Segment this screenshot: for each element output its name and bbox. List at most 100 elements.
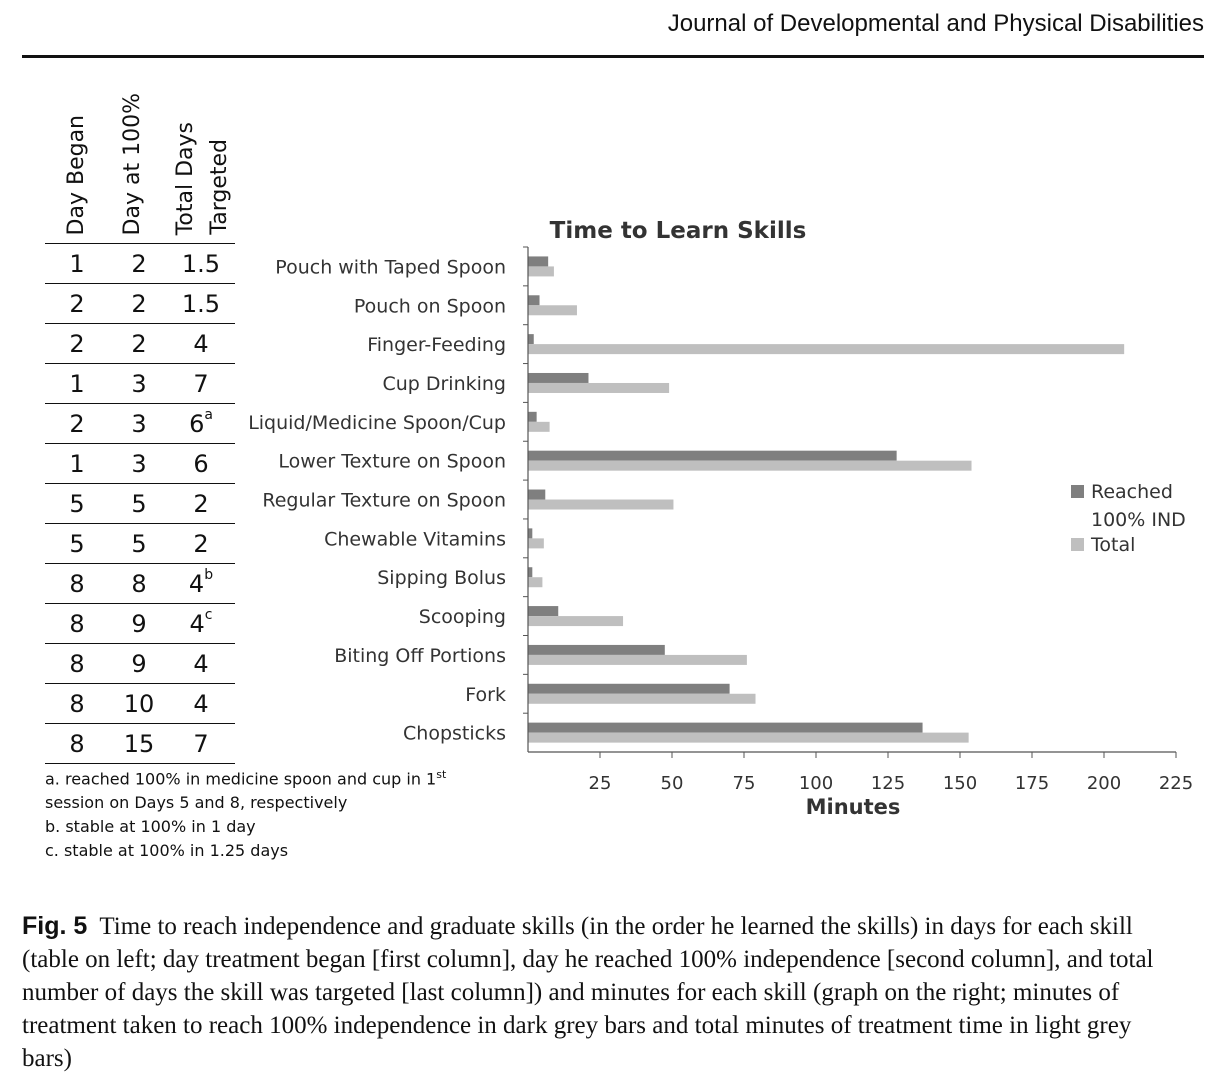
bar-total bbox=[528, 577, 543, 588]
category-label: Pouch with Taped Spoon bbox=[275, 256, 506, 278]
cell-day-at-100: 5 bbox=[131, 529, 147, 558]
bar-total bbox=[528, 382, 670, 393]
table-body: 1 2 1.5 2 2 1.5 2 2 4 1 3 7 2 3 6a 1 3 6 5 5 2 5 5 2 8 8 4b 8 9 4c 8 9 4… bbox=[45, 243, 235, 764]
legend-swatch-total bbox=[1071, 538, 1084, 551]
x-tick-label: 150 bbox=[943, 773, 977, 794]
cell-total-days: 1.5 bbox=[181, 289, 221, 318]
bar-reached-100 bbox=[528, 683, 730, 694]
running-head: Journal of Developmental and Physical Di… bbox=[667, 10, 1204, 37]
cell-total-days: 7 bbox=[193, 369, 209, 398]
bar-total bbox=[528, 499, 674, 510]
footnote-marker: a bbox=[204, 406, 213, 423]
legend-label: 100% IND bbox=[1091, 509, 1186, 531]
x-tick-label: 125 bbox=[871, 773, 905, 794]
caption-label: Fig. 5 bbox=[22, 912, 88, 940]
cell-day-began: 1 bbox=[69, 449, 85, 478]
category-label: Pouch on Spoon bbox=[354, 295, 506, 317]
table-row: 8 9 4c bbox=[45, 603, 235, 643]
chart-title: Time to Learn Skills bbox=[550, 218, 807, 244]
bar-reached-100 bbox=[528, 295, 540, 306]
cell-total-days: 4 bbox=[193, 689, 209, 718]
cell-day-began: 8 bbox=[69, 649, 85, 678]
x-tick-label: 25 bbox=[589, 773, 612, 794]
cell-day-at-100: 9 bbox=[131, 649, 147, 678]
cell-total-days: 2 bbox=[193, 489, 209, 518]
cell-total-days: 6a bbox=[189, 406, 213, 438]
cell-day-at-100: 15 bbox=[123, 729, 155, 758]
bar-reached-100 bbox=[528, 567, 533, 578]
x-tick-label: 50 bbox=[661, 773, 684, 794]
cell-day-began: 2 bbox=[69, 409, 85, 438]
cell-day-at-100: 2 bbox=[131, 329, 147, 358]
time-to-learn-chart: Time to Learn Skills Pouch with Taped Spo… bbox=[248, 218, 1193, 819]
bar-reached-100 bbox=[528, 411, 537, 422]
category-label: Liquid/Medicine Spoon/Cup bbox=[248, 412, 506, 434]
bar-total bbox=[528, 538, 544, 549]
bar-reached-100 bbox=[528, 644, 665, 655]
cell-total-days: 4 bbox=[193, 649, 209, 678]
footnote-c: c. stable at 100% in 1.25 days bbox=[45, 841, 289, 861]
cell-day-began: 2 bbox=[69, 329, 85, 358]
table-row: 8 15 7 bbox=[45, 723, 235, 764]
footnote-b: b. stable at 100% in 1 day bbox=[45, 817, 256, 837]
cell-day-began: 8 bbox=[69, 569, 85, 598]
table-row: 2 3 6a bbox=[45, 403, 235, 443]
table-row: 1 3 6 bbox=[45, 443, 235, 483]
category-label: Scooping bbox=[419, 606, 506, 628]
cell-day-at-100: 10 bbox=[123, 689, 155, 718]
cell-day-began: 5 bbox=[69, 489, 85, 518]
days-table: Day Began Day at 100% Total Days Targete… bbox=[45, 85, 235, 764]
bar-reached-100 bbox=[528, 722, 923, 733]
bar-reached-100 bbox=[528, 450, 897, 461]
legend-label: Total bbox=[1090, 534, 1135, 556]
bar-total bbox=[528, 654, 747, 665]
bar-total bbox=[528, 732, 969, 743]
bar-reached-100 bbox=[528, 528, 533, 539]
x-axis-title: Minutes bbox=[806, 795, 901, 819]
x-tick-label: 200 bbox=[1087, 773, 1121, 794]
category-label: Regular Texture on Spoon bbox=[262, 490, 506, 512]
category-label: Finger-Feeding bbox=[367, 334, 506, 356]
cell-day-began: 1 bbox=[69, 369, 85, 398]
table-row: 2 2 1.5 bbox=[45, 283, 235, 323]
legend-swatch-reached bbox=[1071, 485, 1084, 498]
category-label: Fork bbox=[465, 684, 506, 706]
category-label: Lower Texture on Spoon bbox=[278, 451, 506, 473]
legend-label: Reached bbox=[1091, 481, 1173, 503]
cell-day-at-100: 5 bbox=[131, 489, 147, 518]
cell-total-days: 7 bbox=[193, 729, 209, 758]
bar-reached-100 bbox=[528, 372, 589, 383]
table-row: 5 5 2 bbox=[45, 523, 235, 563]
table-row: 8 8 4b bbox=[45, 563, 235, 603]
cell-day-began: 8 bbox=[69, 609, 85, 638]
footnote-a: a. reached 100% in medicine spoon and cu… bbox=[45, 768, 447, 789]
cell-day-at-100: 2 bbox=[131, 249, 147, 278]
table-row: 5 5 2 bbox=[45, 483, 235, 523]
table-row: 1 3 7 bbox=[45, 363, 235, 403]
category-label: Cup Drinking bbox=[382, 373, 506, 395]
footnote-a-continued: session on Days 5 and 8, respectively bbox=[45, 793, 348, 813]
bar-reached-100 bbox=[528, 334, 534, 345]
bar-total bbox=[528, 421, 550, 432]
cell-day-began: 1 bbox=[69, 249, 85, 278]
cell-day-began: 8 bbox=[69, 729, 85, 758]
cell-total-days: 4 bbox=[193, 329, 209, 358]
header-rule bbox=[22, 55, 1204, 58]
cell-total-days: 6 bbox=[193, 449, 209, 478]
category-label: Chopsticks bbox=[403, 723, 506, 745]
category-label: Chewable Vitamins bbox=[324, 528, 506, 550]
bar-total bbox=[528, 344, 1125, 355]
cell-day-at-100: 8 bbox=[131, 569, 147, 598]
bar-total bbox=[528, 305, 577, 316]
bar-total bbox=[528, 693, 756, 704]
footnote-marker: c bbox=[204, 606, 213, 623]
x-tick-label: 75 bbox=[733, 773, 756, 794]
cell-day-at-100: 2 bbox=[131, 289, 147, 318]
cell-day-at-100: 3 bbox=[131, 449, 147, 478]
cell-day-at-100: 3 bbox=[131, 409, 147, 438]
x-tick-label: 225 bbox=[1159, 773, 1193, 794]
bar-total bbox=[528, 616, 624, 627]
table-row: 2 2 4 bbox=[45, 323, 235, 363]
bar-reached-100 bbox=[528, 256, 549, 267]
caption-text: Time to reach independence and graduate … bbox=[22, 913, 1154, 1072]
